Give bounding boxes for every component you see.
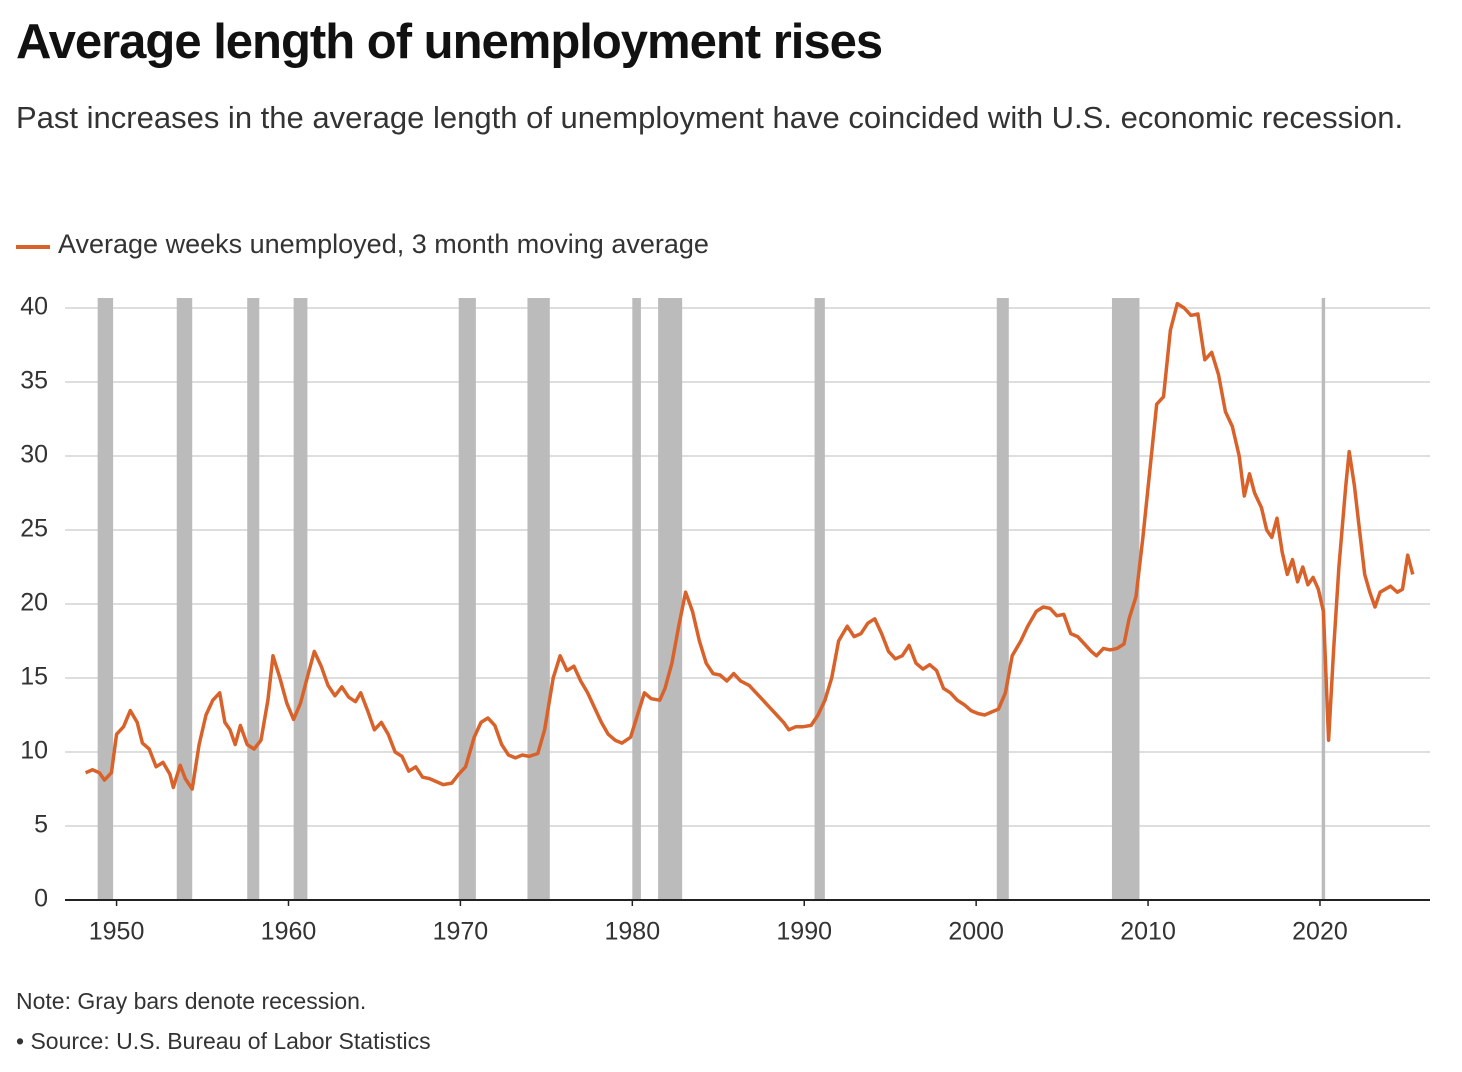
recession-bar <box>996 298 1009 900</box>
recession-bar <box>632 298 641 900</box>
recession-bar <box>527 298 550 900</box>
chart: Average weeks unemployed, 3 month moving… <box>16 229 1430 946</box>
x-tick-label: 1970 <box>433 918 489 946</box>
recession-bar <box>176 298 193 900</box>
recession-bar <box>293 298 308 900</box>
y-tick-label: 25 <box>20 515 48 543</box>
recession-bar <box>247 298 260 900</box>
x-tick-label: 2010 <box>1120 918 1176 946</box>
x-tick-label: 1990 <box>776 918 832 946</box>
legend-label: Average weeks unemployed, 3 month moving… <box>58 229 709 259</box>
x-tick-label: 2020 <box>1292 918 1348 946</box>
x-tick-label: 1980 <box>605 918 661 946</box>
y-tick-label: 15 <box>20 663 48 691</box>
y-tick-label: 30 <box>20 441 48 469</box>
recession-bar <box>97 298 114 900</box>
x-tick-label: 2000 <box>948 918 1004 946</box>
x-tick-label: 1960 <box>261 918 317 946</box>
chart-title: Average length of unemployment rises <box>16 15 883 69</box>
recession-bar <box>458 298 476 900</box>
x-tick-label: 1950 <box>89 918 145 946</box>
y-tick-label: 35 <box>20 367 48 395</box>
y-tick-label: 40 <box>20 293 48 321</box>
y-tick-label: 0 <box>34 885 48 913</box>
y-tick-label: 10 <box>20 737 48 765</box>
chart-subtitle: Past increases in the average length of … <box>16 100 1404 135</box>
source: • Source: U.S. Bureau of Labor Statistic… <box>16 1028 431 1054</box>
y-tick-label: 20 <box>20 589 48 617</box>
data-line <box>84 301 1415 791</box>
recession-bar <box>658 298 683 900</box>
note: Note: Gray bars denote recession. <box>16 988 367 1014</box>
recession-bar <box>814 298 825 900</box>
recession-bar <box>1321 298 1326 900</box>
y-tick-label: 5 <box>34 811 48 839</box>
